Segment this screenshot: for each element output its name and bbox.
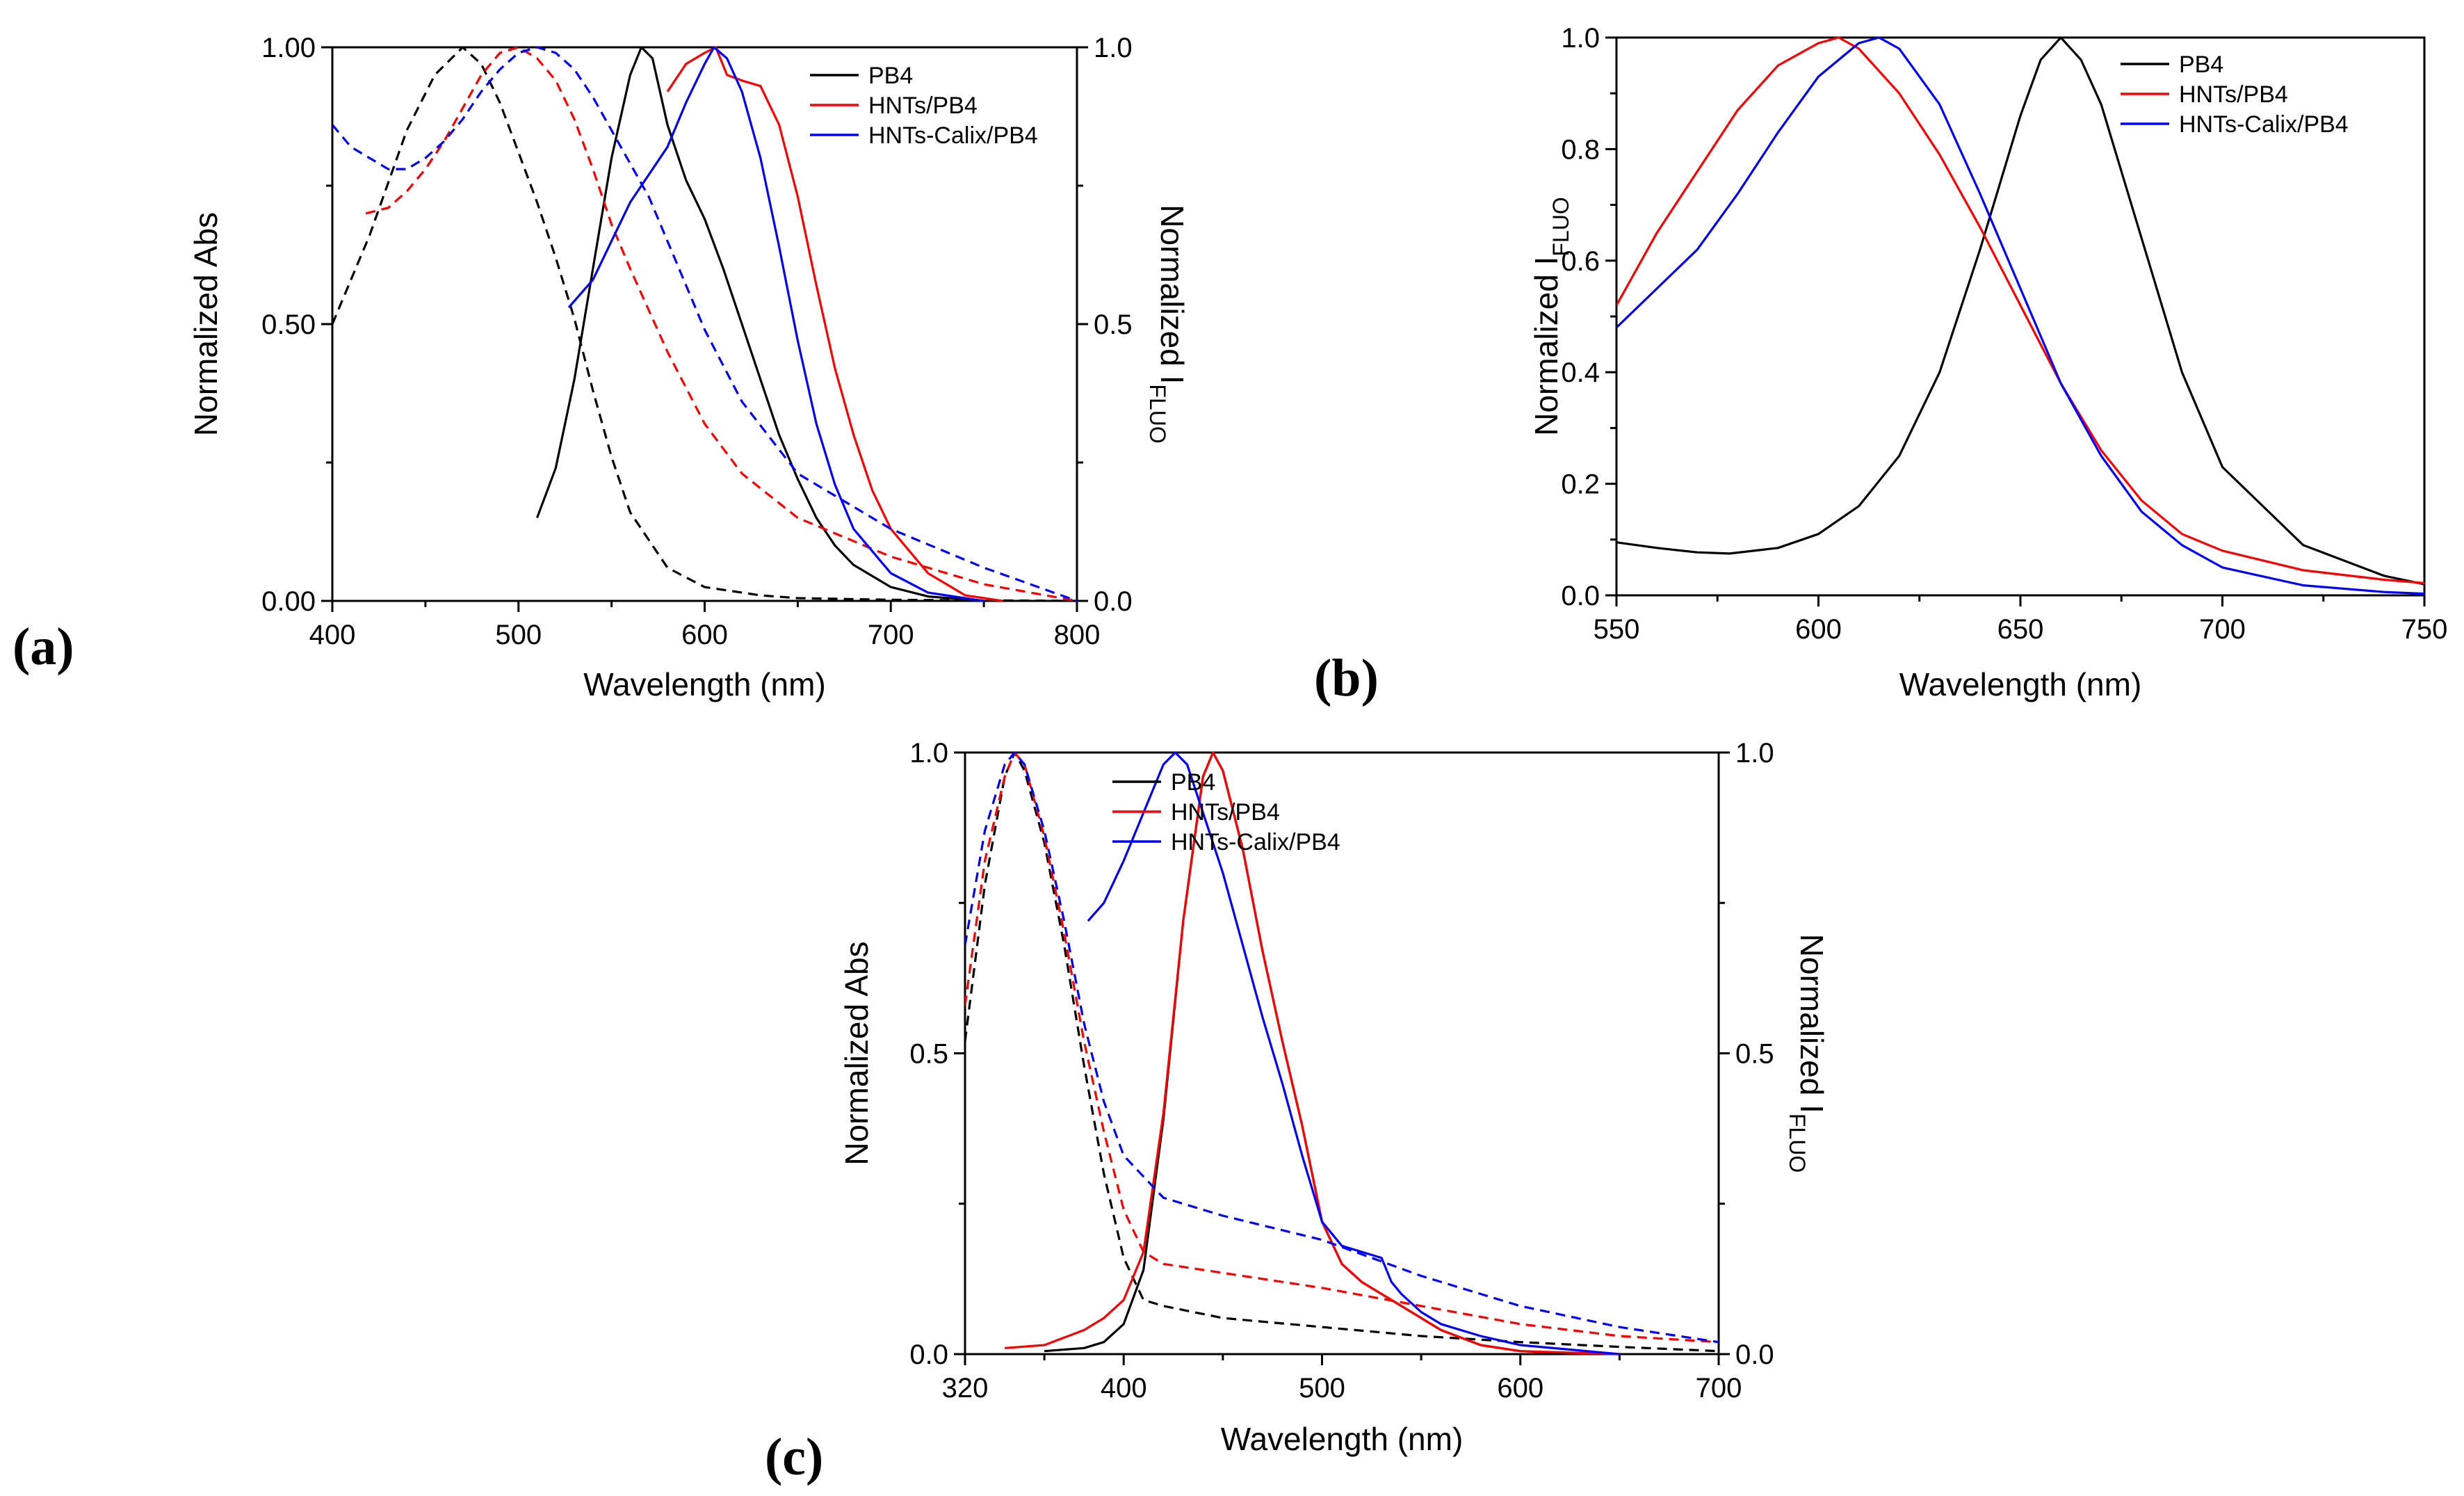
series-line-pb4-absorption xyxy=(965,751,1719,1353)
chart-panel-0: 400 500 600 700 800 0.00 0.50 1.00 0.0 0.5 1.0 PB4 H… xyxy=(13,33,1190,702)
x-tick-label: 800 xyxy=(1054,620,1101,650)
y2-tick-label: 1.0 xyxy=(1735,738,1774,769)
legend-label: PB4 xyxy=(1171,769,1215,796)
series-line-hnts-calix-pb4-emission xyxy=(567,46,984,602)
y-tick-label: 0.50 xyxy=(261,309,316,340)
series-line-pb4 xyxy=(1616,36,2424,586)
x-axis-title: Wavelength (nm) xyxy=(1221,1421,1464,1457)
y-tick-label: 1.0 xyxy=(909,738,948,769)
series-line-hnts-pb4-absorption xyxy=(965,751,1719,1344)
legend-label: HNTs/PB4 xyxy=(868,93,978,119)
x-tick-label: 700 xyxy=(1696,1373,1742,1403)
chart-panel-1: 550 600 650 700 750 0.0 0.2 0.4 0.6 0.8 1.0 PB4 HNTs… xyxy=(1314,23,2447,707)
y2-axis-title-main: Normalized I xyxy=(1154,204,1190,384)
chart-panel-2: 320 400 500 600 7000.00.51.00.00.51.0PB4HNTs… xyxy=(765,738,1830,1486)
panel-label: (a) xyxy=(13,618,74,676)
y2-axis-title-sub: FLUO xyxy=(1785,1113,1810,1173)
series-line-pb4-absorption xyxy=(332,46,1077,602)
series-line-hnts-calix-pb4-absorption xyxy=(965,751,1719,1344)
y-axis-title-main: Normalized Abs xyxy=(838,941,875,1165)
y-tick-label: 0.00 xyxy=(261,586,316,617)
y-axis-title-main: Normalized Abs xyxy=(188,212,224,436)
y2-axis-title: Normalized IFLUO xyxy=(1145,204,1190,444)
legend-label: HNTs-Calix/PB4 xyxy=(2179,111,2349,138)
legend-label: PB4 xyxy=(868,63,913,89)
y-tick-label: 0.8 xyxy=(1561,134,1600,165)
x-tick-label: 500 xyxy=(495,620,542,650)
x-tick-label: 400 xyxy=(1101,1373,1147,1403)
y-tick-label: 0.6 xyxy=(1561,246,1600,277)
panel-label: (b) xyxy=(1314,649,1379,707)
x-tick-label: 600 xyxy=(1497,1373,1543,1403)
series-line-pb4-emission xyxy=(536,46,984,602)
x-tick-label: 500 xyxy=(1299,1373,1345,1403)
y2-tick-label: 0.0 xyxy=(1735,1340,1774,1370)
x-tick-label: 750 xyxy=(2401,614,2448,645)
legend-label: HNTs/PB4 xyxy=(2179,81,2288,108)
x-tick-label: 600 xyxy=(1795,614,1842,645)
legend-label: PB4 xyxy=(2179,51,2223,78)
y2-axis-title: Normalized IFLUO xyxy=(1785,934,1830,1173)
y-axis-title: Normalized IFLUO xyxy=(1528,197,1573,436)
series-line-hnts-pb4 xyxy=(1616,36,2424,584)
y-tick-label: 0.2 xyxy=(1561,469,1600,500)
y-tick-label: 1.0 xyxy=(1561,23,1600,54)
x-tick-label: 700 xyxy=(2199,614,2246,645)
series-line-hnts-pb4-absorption xyxy=(365,46,1077,602)
y-axis-title: Normalized Abs xyxy=(838,941,875,1165)
series-line-hnts-calix-pb4-absorption xyxy=(332,46,1077,602)
y-axis-title-sub: FLUO xyxy=(1548,197,1573,256)
x-tick-label: 550 xyxy=(1594,614,1640,645)
y-tick-label: 0.5 xyxy=(909,1039,948,1070)
y2-tick-label: 0.5 xyxy=(1094,309,1133,340)
x-axis-title: Wavelength (nm) xyxy=(583,666,826,702)
series-line-hnts-calix-pb4-emission xyxy=(1087,751,1620,1356)
y-axis-title-main: Normalized I xyxy=(1528,257,1564,436)
x-tick-label: 700 xyxy=(868,620,914,650)
y-tick-label: 0.4 xyxy=(1561,357,1600,388)
panel-label: (c) xyxy=(765,1428,823,1486)
x-tick-label: 600 xyxy=(681,620,728,650)
legend-label: HNTs-Calix/PB4 xyxy=(1171,829,1340,855)
y-tick-label: 0.0 xyxy=(909,1340,948,1370)
y-axis-title: Normalized Abs xyxy=(188,212,224,436)
legend-label: HNTs/PB4 xyxy=(1171,799,1280,826)
x-axis-title: Wavelength (nm) xyxy=(1899,666,2142,702)
x-tick-label: 400 xyxy=(309,620,356,650)
y-tick-label: 1.00 xyxy=(261,33,316,63)
y2-tick-label: 0.0 xyxy=(1094,586,1133,617)
y2-tick-label: 0.5 xyxy=(1735,1039,1774,1070)
legend-label: HNTs-Calix/PB4 xyxy=(868,122,1038,149)
y2-axis-title-sub: FLUO xyxy=(1145,384,1170,443)
x-tick-label: 320 xyxy=(942,1373,989,1403)
y-tick-label: 0.0 xyxy=(1561,581,1600,611)
x-tick-label: 650 xyxy=(1997,614,2044,645)
y2-axis-title-main: Normalized I xyxy=(1794,934,1830,1113)
series-line-hnts-calix-pb4 xyxy=(1616,36,2424,595)
series-line-hnts-pb4-emission xyxy=(1004,751,1620,1356)
y2-tick-label: 1.0 xyxy=(1094,33,1133,63)
